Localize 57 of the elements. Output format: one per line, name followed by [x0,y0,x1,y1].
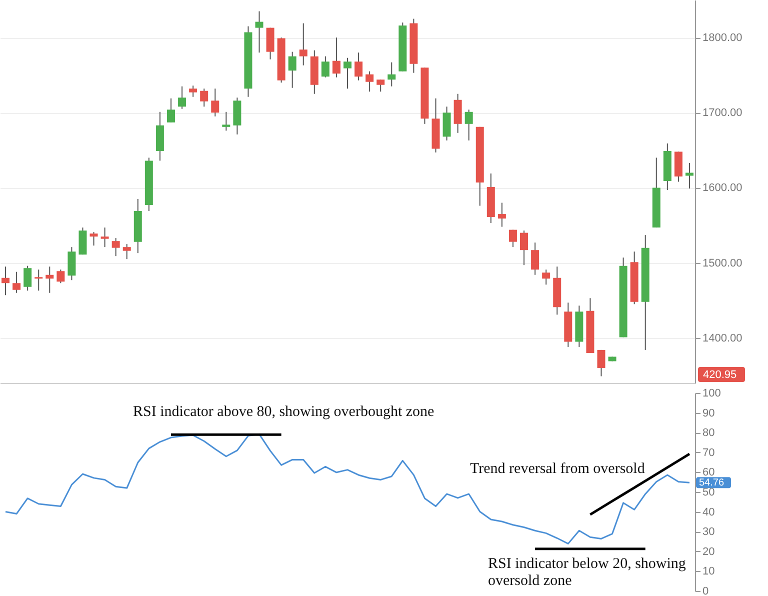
candlestick [255,10,264,54]
candlestick [200,88,208,108]
data-label: 54.76 [699,478,724,489]
candlestick [376,79,385,92]
y-tick-label: 90 [702,407,715,420]
y-tick-label: 30 [702,526,715,538]
candlestick [222,111,230,132]
candlestick [100,227,109,248]
y-tick-label: 1700.00 [702,107,742,120]
candlestick [344,57,352,90]
candlestick [321,56,330,78]
line-series [588,452,691,516]
y-tick-label: 1400.00 [702,332,742,344]
candlestick [498,202,506,228]
candlestick [520,230,528,266]
y-tick-label: 1500.00 [702,257,742,270]
candlestick [178,86,186,110]
candlestick [388,62,396,87]
annotation: RSI indicator below 20, showing oversold zone [488,556,686,589]
candlestick [112,238,120,257]
y-tick-label: 50 [702,486,715,498]
y-tick-label: 1800.00 [702,32,742,44]
y-tick-label: 1600.00 [702,182,742,194]
annotation: RSI indicator above 80, showing overbought zone [133,404,435,420]
candlestick [211,88,220,117]
text: 420.95 [703,369,737,381]
candlestick [332,37,340,78]
candlestick [24,265,32,292]
candlestick [685,162,694,189]
candlestick [2,266,10,296]
candlestick [90,232,98,246]
candlestick [56,269,65,284]
candlestick [542,269,550,286]
y-tick-label: 0 [702,586,709,596]
candlestick [34,269,43,292]
candlestick [46,266,54,294]
candlestick [12,271,21,294]
candlestick [531,242,540,276]
candlestick [464,109,473,141]
line-series [4,433,690,544]
candlestick [354,52,363,81]
candlestick [366,70,374,92]
candlestick [166,98,175,123]
candlestick [508,229,517,248]
annotation: Trend reversal from oversold [470,461,646,477]
y-tick-label: 60 [702,466,715,479]
y-tick-label: 10 [702,566,715,578]
y-tick-label: 40 [702,506,715,518]
candlestick [299,22,308,66]
y-tick-label: 70 [702,446,715,459]
y-tick-label: 80 [702,427,715,440]
candlestick [288,51,296,88]
candlestick [597,349,606,377]
y-tick-label: 20 [702,546,715,558]
candlestick [122,244,131,260]
candlestick [189,85,198,98]
y-tick-label: 100 [702,388,721,400]
